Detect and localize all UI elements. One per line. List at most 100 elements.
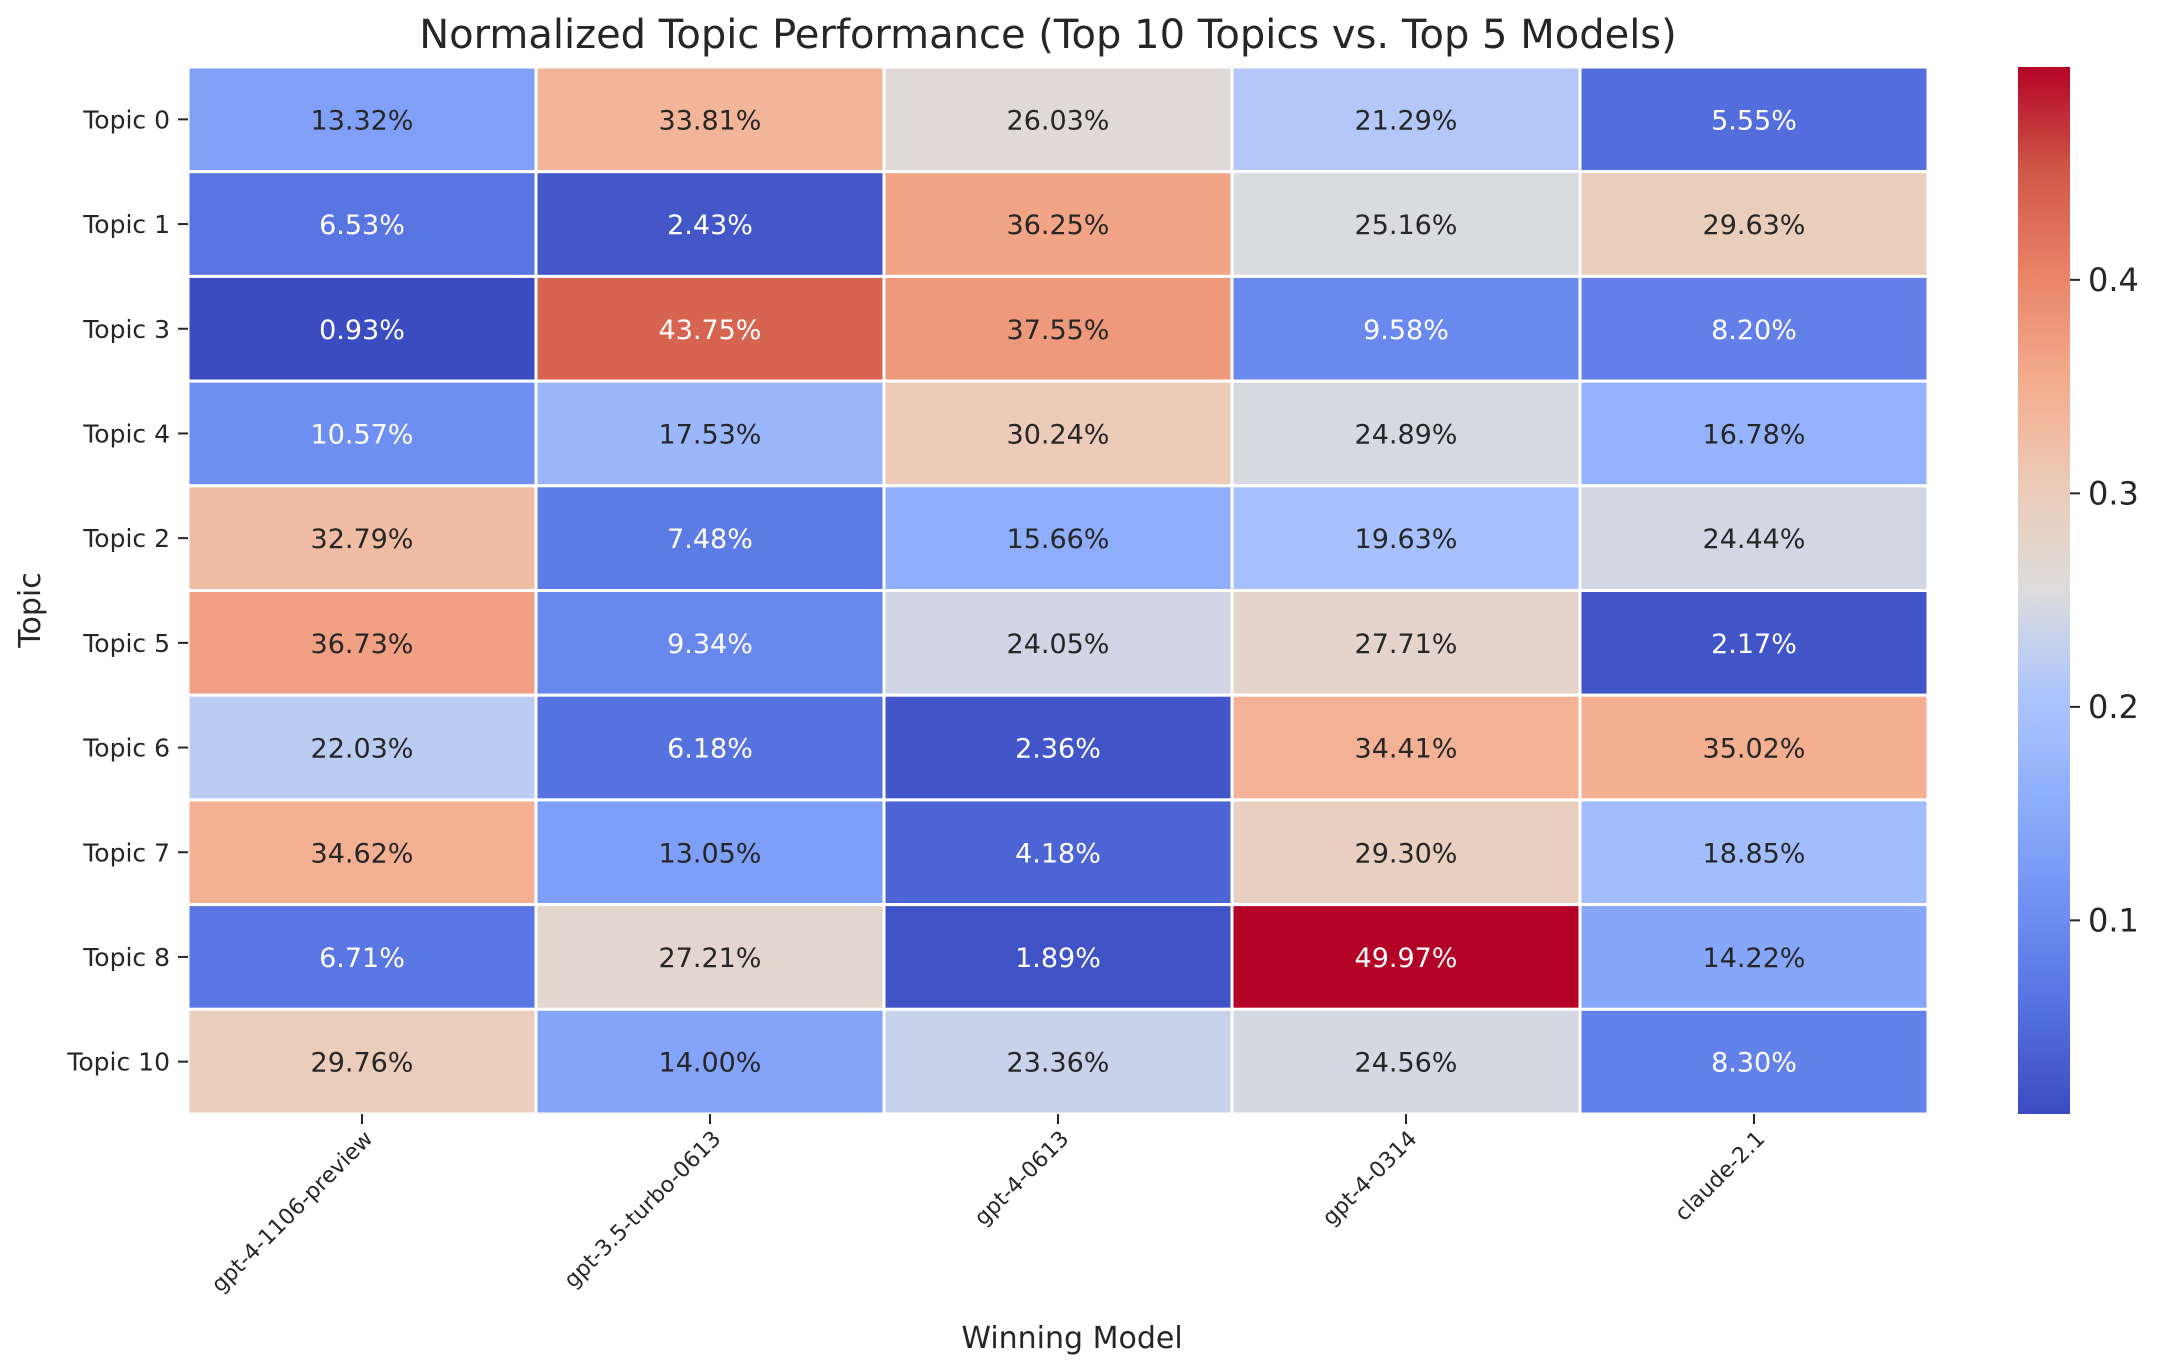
row-tick-label: Topic 5 — [82, 629, 170, 658]
colorbar: 0.1 0.2 0.3 0.4 — [2018, 67, 2139, 1114]
cell-value-label: 33.81% — [659, 105, 762, 136]
row-tick-label: Topic 0 — [82, 105, 170, 134]
cell-value-label: 8.30% — [1711, 1048, 1797, 1079]
cell-value-label: 16.78% — [1703, 419, 1806, 450]
row-tick-label: Topic 3 — [82, 315, 170, 344]
heatmap-cell — [534, 798, 886, 907]
cell-value-label: 32.79% — [311, 524, 414, 555]
cell-value-label: 34.62% — [311, 838, 414, 869]
cell-value-label: 14.00% — [659, 1048, 762, 1079]
heatmap-cell — [1230, 379, 1582, 488]
heatmap-cell — [882, 903, 1234, 1011]
row-tick-label: Topic 1 — [82, 210, 170, 239]
cell-value-label: 49.97% — [1355, 943, 1458, 974]
heatmap-cell — [1578, 170, 1930, 278]
colorbar-tick-label: 0.4 — [2088, 261, 2139, 299]
heatmap-cell — [534, 65, 886, 174]
heatmap-cell — [186, 798, 538, 907]
row-tick-label: Topic 4 — [82, 419, 170, 448]
cell-value-label: 29.30% — [1355, 838, 1458, 869]
cell-value-label: 21.29% — [1355, 105, 1458, 136]
cell-value-label: 15.66% — [1007, 524, 1110, 555]
heatmap-cell — [1578, 484, 1930, 592]
cell-value-label: 13.32% — [311, 105, 414, 136]
x-axis-label: Winning Model — [961, 1321, 1182, 1356]
row-tick-labels: Topic 0 Topic 1 Topic 3 Topic 4 Topic 2 Topic… — [66, 105, 188, 1077]
heatmap-cell — [882, 170, 1234, 278]
column-tick-label: gpt-4-0613 — [970, 1127, 1074, 1231]
cell-value-label: 23.36% — [1007, 1048, 1110, 1079]
cell-value-label: 8.20% — [1711, 315, 1797, 346]
cell-value-label: 2.17% — [1711, 629, 1797, 660]
column-tick-label: gpt-4-1106-preview — [207, 1127, 378, 1298]
heatmap-cell — [882, 379, 1234, 488]
heatmap-cell — [186, 1007, 538, 1116]
cell-value-label: 2.36% — [1015, 734, 1101, 765]
cell-value-label: 4.18% — [1015, 838, 1101, 869]
cell-value-label: 1.89% — [1015, 943, 1101, 974]
colorbar-tick-label: 0.1 — [2088, 901, 2139, 939]
cell-value-label: 37.55% — [1007, 315, 1110, 346]
row-tick-label: Topic 7 — [82, 838, 170, 867]
cell-value-label: 30.24% — [1007, 419, 1110, 450]
cell-value-label: 7.48% — [667, 524, 753, 555]
row-tick-label: Topic 10 — [66, 1048, 170, 1077]
heatmap-cell — [1578, 798, 1930, 907]
heatmap-cell — [1230, 1007, 1582, 1116]
cell-value-label: 35.02% — [1703, 734, 1806, 765]
y-axis-label: Topic — [13, 572, 48, 648]
column-tick-label: gpt-4-0314 — [1318, 1127, 1422, 1231]
heatmap-cell — [1230, 589, 1582, 697]
cell-value-label: 17.53% — [659, 419, 762, 450]
cell-value-label: 36.73% — [311, 629, 414, 660]
cell-value-label: 24.44% — [1703, 524, 1806, 555]
cell-value-label: 24.05% — [1007, 629, 1110, 660]
cell-value-label: 22.03% — [311, 734, 414, 765]
row-tick-label: Topic 6 — [82, 734, 170, 763]
heatmap-cell — [882, 589, 1234, 697]
cell-value-label: 27.71% — [1355, 629, 1458, 660]
heatmap-cells: 13.32% 33.81% 26.03% 21.29% 5.55% 6.53% 2.43% 3… — [186, 65, 1930, 1116]
cell-value-label: 9.58% — [1363, 315, 1449, 346]
heatmap-cell — [534, 379, 886, 488]
cell-value-label: 24.56% — [1355, 1048, 1458, 1079]
heatmap-cell — [882, 484, 1234, 592]
column-tick-label: gpt-3.5-turbo-0613 — [560, 1127, 727, 1294]
cell-value-label: 36.25% — [1007, 210, 1110, 241]
heatmap-cell — [1578, 903, 1930, 1011]
heatmap-cell — [882, 65, 1234, 174]
cell-value-label: 29.76% — [311, 1048, 414, 1079]
cell-value-label: 18.85% — [1703, 838, 1806, 869]
cell-value-label: 29.63% — [1703, 210, 1806, 241]
heatmap-cell — [186, 484, 538, 592]
heatmap-cell — [534, 589, 886, 697]
cell-value-label: 6.71% — [319, 943, 405, 974]
cell-value-label: 13.05% — [659, 838, 762, 869]
cell-value-label: 2.43% — [667, 210, 753, 241]
cell-value-label: 26.03% — [1007, 105, 1110, 136]
heatmap-cell — [1578, 1007, 1930, 1116]
cell-value-label: 27.21% — [659, 943, 762, 974]
row-tick-label: Topic 2 — [82, 524, 170, 553]
column-tick-labels: gpt-4-1106-preview gpt-3.5-turbo-0613 gpt-… — [207, 1114, 1770, 1298]
colorbar-tick-label: 0.2 — [2088, 688, 2139, 726]
heatmap-cell — [534, 903, 886, 1011]
chart-title: Normalized Topic Performance (Top 10 Top… — [419, 12, 1677, 58]
heatmap-cell — [1578, 379, 1930, 488]
heatmap-cell — [534, 484, 886, 592]
cell-value-label: 6.18% — [667, 734, 753, 765]
heatmap-cell — [1230, 798, 1582, 907]
heatmap-cell — [1230, 274, 1582, 383]
heatmap-cell — [882, 1007, 1234, 1116]
heatmap-cell — [186, 65, 538, 174]
cell-value-label: 0.93% — [319, 315, 405, 346]
cell-value-label: 5.55% — [1711, 105, 1797, 136]
heatmap-cell — [534, 1007, 886, 1116]
cell-value-label: 25.16% — [1355, 210, 1458, 241]
cell-value-label: 14.22% — [1703, 943, 1806, 974]
cell-value-label: 10.57% — [311, 419, 414, 450]
cell-value-label: 43.75% — [659, 315, 762, 346]
column-tick-label: claude-2.1 — [1670, 1127, 1770, 1227]
heatmap-cell — [1578, 589, 1930, 697]
